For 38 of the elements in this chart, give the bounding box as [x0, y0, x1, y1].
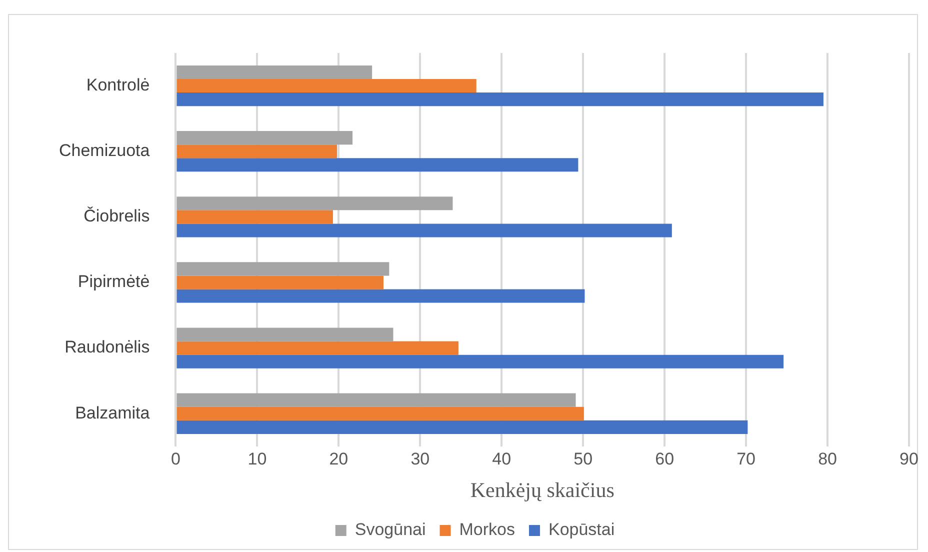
x-tick-label: 50: [574, 449, 593, 468]
y-tick-label: Raudonėlis: [64, 338, 150, 357]
bar: [176, 341, 458, 355]
x-tick-label: 40: [492, 449, 512, 468]
bar: [176, 196, 453, 210]
bar: [176, 289, 585, 303]
bar: [176, 131, 353, 145]
x-tick-label: 0: [170, 449, 180, 468]
y-tick-label: Balzamita: [75, 403, 150, 422]
x-tick-label: 10: [248, 449, 267, 468]
y-tick-label: Pipirmėtė: [78, 272, 150, 292]
bar: [176, 276, 384, 290]
x-tick-label: 90: [900, 449, 918, 468]
bar: [176, 393, 576, 407]
y-tick-label: Čiobrelis: [84, 206, 150, 226]
legend-label: Kopūstai: [548, 520, 615, 540]
x-tick-label: 80: [818, 449, 837, 468]
legend-label: Svogūnai: [354, 520, 426, 540]
x-tick-label: 60: [655, 449, 674, 468]
bar: [176, 328, 394, 342]
x-axis-title: Kenkėjų skaičius: [470, 478, 614, 502]
y-tick-label: Kontrolė: [86, 75, 150, 94]
bar: [176, 92, 824, 106]
bar: [176, 144, 338, 158]
bar: [176, 420, 748, 434]
bar: [176, 406, 584, 420]
bar: [176, 224, 672, 238]
bar: [176, 79, 476, 93]
bar: [176, 354, 784, 368]
bar: [176, 158, 578, 172]
x-tick-label: 70: [736, 449, 756, 468]
bar: [176, 210, 333, 224]
x-tick-label: 30: [410, 449, 430, 468]
y-tick-label: Chemizuota: [58, 141, 150, 160]
bar: [176, 262, 390, 276]
bar: [176, 65, 372, 80]
legend-label: Morkos: [459, 520, 515, 540]
x-tick-label: 20: [329, 449, 348, 468]
